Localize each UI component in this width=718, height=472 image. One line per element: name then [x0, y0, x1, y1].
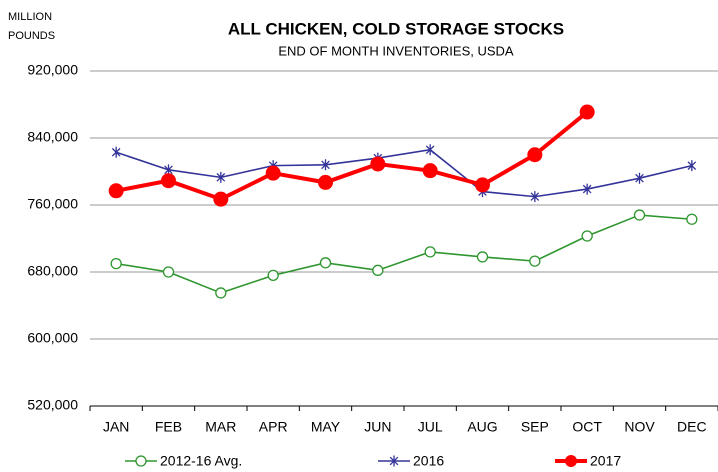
x-tick-label: JUN [364, 419, 391, 435]
chart-title: ALL CHICKEN, COLD STORAGE STOCKS [228, 19, 564, 38]
marker [422, 163, 438, 179]
x-tick-label: OCT [572, 419, 602, 435]
marker [110, 257, 122, 270]
y-label-line: MILLION [8, 11, 52, 23]
marker [162, 266, 175, 278]
x-tick-label: JAN [103, 419, 129, 435]
marker [476, 251, 489, 263]
y-tick-label: 600,000 [27, 330, 78, 346]
x-tick-label: MAR [205, 419, 236, 435]
marker [111, 146, 121, 158]
series-line [116, 214, 692, 294]
x-tick-label: DEC [677, 419, 707, 435]
marker [527, 147, 543, 163]
marker [215, 287, 227, 299]
series-line [115, 110, 589, 202]
marker [529, 255, 541, 267]
x-tick-label: NOV [624, 419, 655, 435]
marker [370, 156, 386, 172]
legend-label: 2012-16 Avg. [160, 453, 242, 469]
legend-marker [389, 455, 399, 467]
legend-marker [565, 455, 577, 467]
marker [267, 269, 279, 282]
marker [213, 191, 229, 207]
marker [687, 160, 697, 172]
marker [318, 174, 333, 190]
x-tick-label: APR [259, 419, 288, 435]
x-tick-label: AUG [467, 419, 497, 435]
y-label-line: POUNDS [8, 30, 55, 42]
series-line [115, 148, 693, 198]
marker [372, 264, 384, 276]
y-tick-label: 680,000 [27, 263, 78, 279]
marker [581, 230, 593, 242]
legend-marker [135, 455, 147, 467]
y-tick-label: 920,000 [27, 62, 78, 78]
legend-label: 2016 [413, 453, 444, 469]
marker [265, 165, 281, 181]
marker [579, 104, 595, 120]
chart-subtitle: END OF MONTH INVENTORIES, USDA [278, 43, 514, 58]
x-tick-label: SEP [521, 419, 549, 435]
marker [686, 213, 698, 225]
y-tick-label: 760,000 [27, 196, 78, 212]
legend-label: 2017 [590, 453, 621, 469]
marker [475, 177, 490, 193]
marker [425, 144, 435, 156]
marker [319, 257, 332, 269]
x-tick-label: MAY [311, 419, 341, 435]
x-tick-label: JUL [418, 419, 443, 435]
marker [424, 246, 436, 258]
marker [108, 183, 124, 199]
marker [321, 159, 330, 171]
x-tick-label: FEB [155, 419, 182, 435]
marker [633, 209, 646, 221]
marker [530, 191, 540, 203]
y-tick-label: 520,000 [27, 397, 78, 413]
marker [582, 183, 592, 195]
marker [216, 171, 226, 183]
marker [161, 173, 176, 189]
y-tick-label: 840,000 [27, 129, 78, 145]
marker [635, 172, 644, 184]
